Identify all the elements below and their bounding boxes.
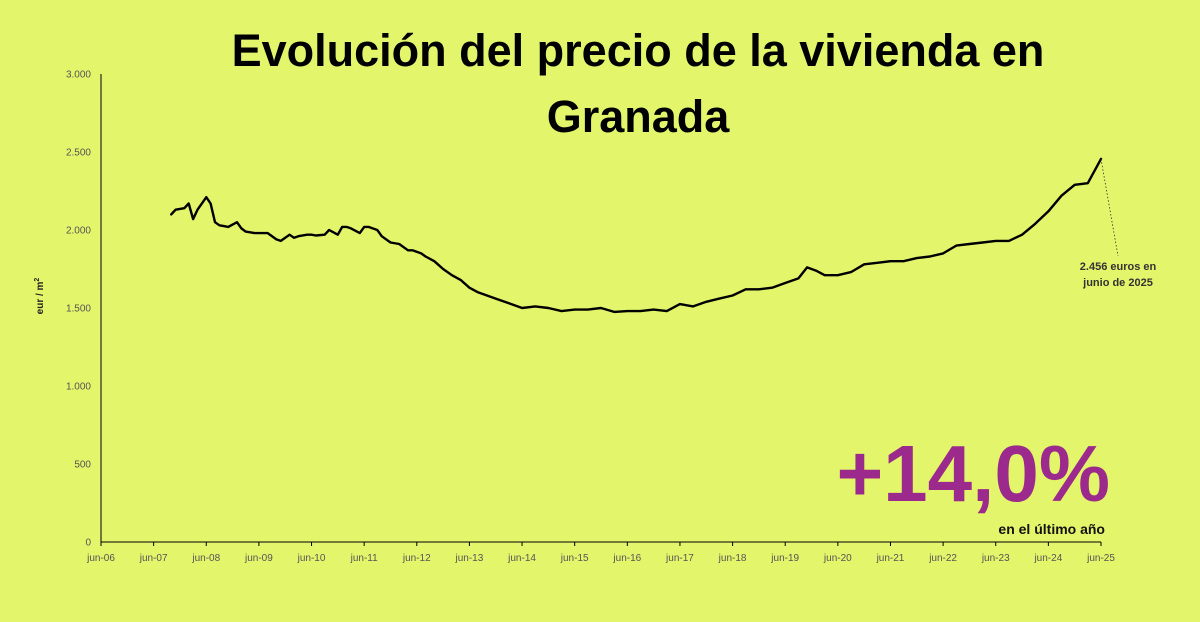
x-tick-label: jun-10 [297,553,326,564]
x-tick-label: jun-20 [823,553,852,564]
x-tick-label: jun-21 [876,553,905,564]
x-tick-label: jun-14 [507,553,536,564]
x-tick-label: jun-12 [402,553,431,564]
y-tick-label: 3.000 [66,70,91,81]
y-tick-label: 1.000 [66,382,91,393]
chart-title-line-1: Evolución del precio de la vivienda en [232,25,1045,76]
y-tick-label: 1.500 [66,304,91,315]
x-tick-label: jun-09 [244,553,273,564]
x-axis-ticks: jun-06 jun-07 jun-08 jun-09 jun-10 jun-11 jun-… [86,542,1115,564]
y-tick-label: 2.500 [66,148,91,159]
x-tick-label: jun-15 [560,553,589,564]
price-series-line [170,157,1103,314]
annotation-line-1: 2.456 euros en [1080,261,1157,273]
x-tick-label: jun-24 [1033,553,1062,564]
y-axis-label: eur / m2 [34,278,46,315]
y-axis-ticks: 0 500 1.000 1.500 2.000 2.500 3.000 [66,70,91,549]
x-tick-label: jun-16 [612,553,641,564]
x-tick-label: jun-08 [191,553,220,564]
annotation-line-2: junio de 2025 [1082,277,1153,289]
x-tick-label: jun-19 [770,553,799,564]
y-tick-label: 500 [74,460,91,471]
chart-title-line-2: Granada [547,91,731,142]
x-tick-label: jun-11 [350,553,378,564]
x-tick-label: jun-06 [86,553,115,564]
x-tick-label: jun-23 [981,553,1010,564]
y-tick-label: 2.000 [66,226,91,237]
x-tick-label: jun-13 [455,553,484,564]
x-tick-label: jun-22 [928,553,957,564]
x-tick-label: jun-17 [665,553,694,564]
yearly-change-stat: +14,0% [836,429,1110,518]
x-tick-label: jun-07 [139,553,168,564]
yearly-change-caption: en el último año [998,521,1105,537]
x-tick-label: jun-18 [718,553,747,564]
annotation-leader-line [1100,158,1119,257]
x-tick-label: jun-25 [1086,553,1115,564]
y-tick-label: 0 [85,538,91,549]
